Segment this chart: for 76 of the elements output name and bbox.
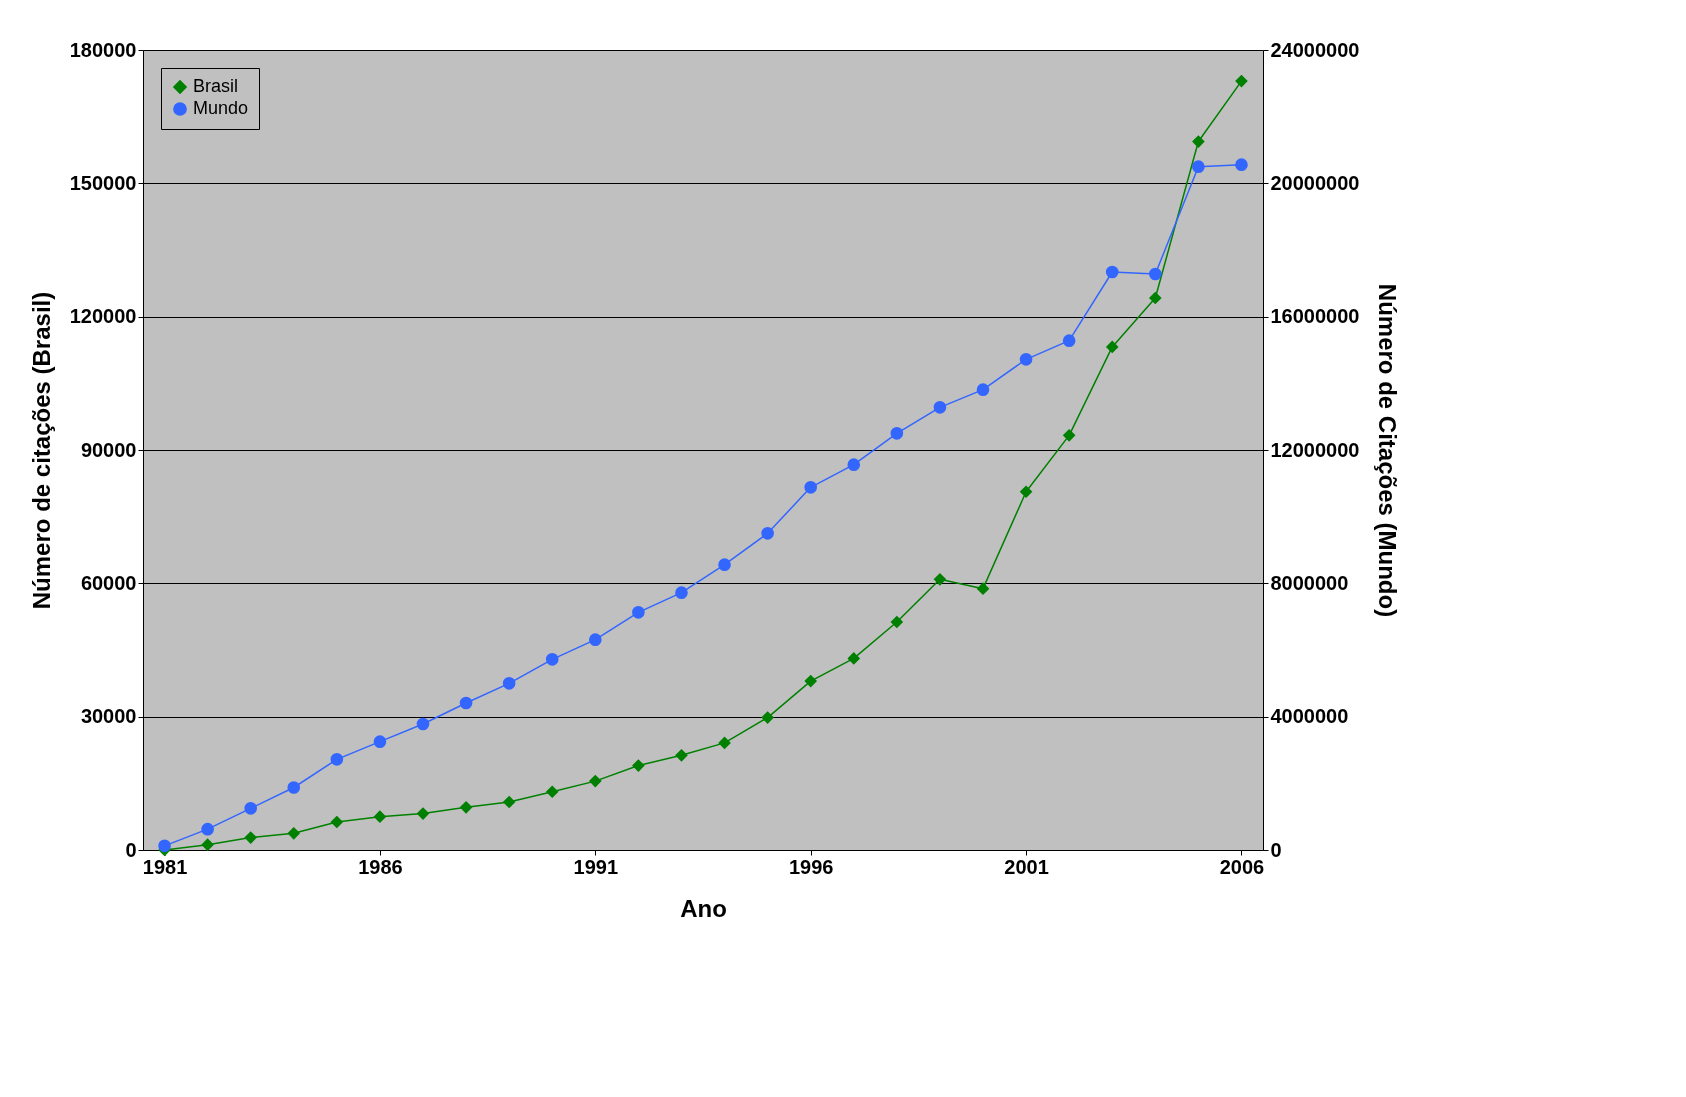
point	[1192, 160, 1205, 173]
y2-tick-label: 20000000	[1270, 171, 1360, 194]
point	[976, 383, 990, 396]
point	[890, 427, 904, 440]
y2-tick-label: 12000000	[1270, 438, 1360, 461]
point	[502, 677, 516, 690]
point	[330, 753, 344, 766]
point	[1148, 267, 1162, 281]
x-axis-title: Ano	[680, 894, 727, 922]
x-tick-label: 2001	[1004, 855, 1049, 878]
point	[459, 696, 473, 710]
point	[1148, 291, 1162, 305]
x-tick-label: 1981	[142, 855, 188, 878]
x-tick-label: 1991	[573, 855, 619, 878]
point	[718, 558, 731, 571]
y-tick-label: 60000	[80, 571, 137, 594]
point	[287, 781, 301, 794]
point	[632, 606, 645, 619]
point	[1019, 485, 1033, 499]
point	[201, 822, 214, 836]
point	[933, 401, 947, 414]
point	[330, 815, 344, 829]
legend-label: Mundo	[193, 98, 249, 118]
point	[545, 653, 559, 666]
y2-tick-label: 0	[1270, 838, 1282, 861]
point	[244, 802, 258, 815]
point	[545, 785, 559, 799]
point	[416, 717, 430, 731]
y2-tick-label: 16000000	[1270, 305, 1360, 328]
point	[675, 749, 688, 762]
point	[1192, 135, 1205, 148]
point	[890, 615, 904, 629]
point	[373, 735, 387, 748]
point	[933, 573, 947, 586]
point	[804, 481, 818, 494]
point	[1105, 340, 1119, 354]
point	[244, 831, 258, 844]
x-tick-label: 1996	[788, 855, 834, 878]
point	[416, 807, 430, 820]
point	[761, 711, 774, 724]
y-tick-label: 120000	[69, 305, 137, 328]
y-tick-label: 180000	[69, 38, 137, 61]
y2-tick-label: 8000000	[1270, 571, 1349, 594]
point	[1105, 265, 1119, 279]
point	[1235, 158, 1248, 171]
point	[847, 652, 861, 665]
y-tick-label: 150000	[69, 171, 137, 194]
point	[588, 633, 602, 646]
point	[459, 801, 473, 814]
point	[373, 810, 387, 823]
y-tick-label: 30000	[80, 705, 137, 728]
y-tick-label: 0	[125, 838, 137, 861]
point	[632, 759, 645, 772]
point	[675, 586, 688, 599]
point	[1062, 334, 1076, 347]
point	[1235, 74, 1248, 88]
x-tick-label: 2006	[1219, 855, 1265, 878]
legend-label: Brasil	[193, 76, 239, 96]
point	[847, 458, 861, 471]
point	[287, 827, 301, 840]
point	[201, 838, 214, 851]
point	[588, 774, 602, 788]
y2-axis-title: Número de Citações (Mundo)	[1374, 283, 1402, 618]
point	[502, 795, 516, 809]
point	[158, 839, 171, 853]
point	[718, 736, 731, 750]
point	[976, 582, 990, 595]
point	[804, 674, 818, 688]
y2-tick-label: 24000000	[1270, 38, 1360, 61]
y-tick-label: 90000	[80, 438, 137, 461]
y-axis-title: Número de citações (Brasil)	[27, 291, 55, 610]
y2-tick-label: 4000000	[1270, 705, 1349, 728]
x-tick-label: 1986	[358, 855, 403, 878]
point	[1019, 353, 1033, 366]
point	[761, 527, 774, 540]
point	[1062, 429, 1076, 442]
